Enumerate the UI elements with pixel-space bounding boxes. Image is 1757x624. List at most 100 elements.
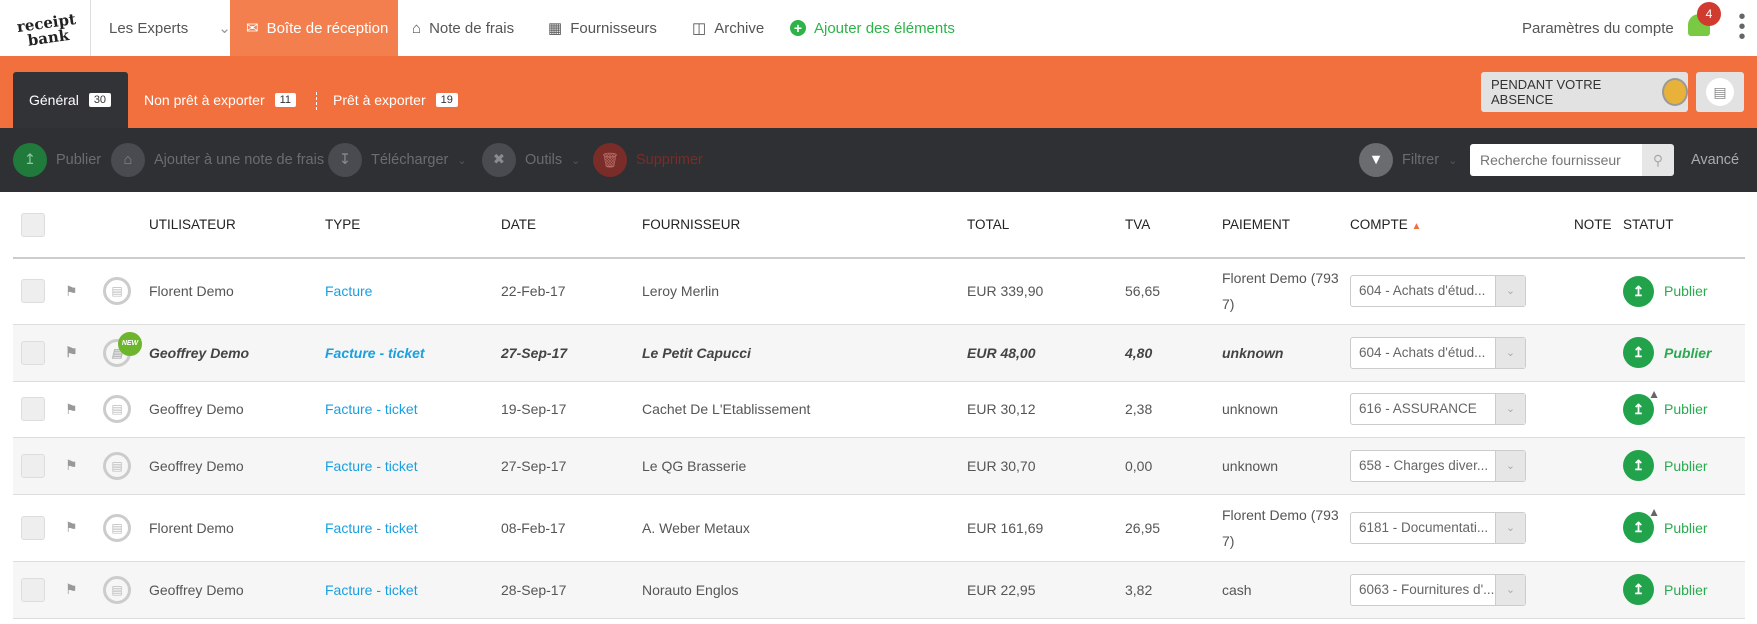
col-date[interactable]: Date bbox=[501, 192, 642, 259]
table-row[interactable]: ⚑ ▤ Geoffrey Demo Facture - ticket 19-Se… bbox=[13, 381, 1745, 438]
add-items-button[interactable]: + Ajouter des éléments bbox=[790, 0, 955, 56]
col-user[interactable]: Utilisateur bbox=[149, 192, 325, 259]
row-checkbox[interactable] bbox=[21, 577, 45, 602]
nav-archive[interactable]: ◫ Archive bbox=[692, 19, 765, 38]
type-link[interactable]: Facture - ticket bbox=[325, 401, 418, 417]
nav-inbox[interactable]: ✉ Boîte de réception bbox=[230, 0, 398, 56]
payment-cell: cash bbox=[1222, 561, 1350, 619]
publish-row-button[interactable]: ↥ ▲ Publier bbox=[1623, 505, 1745, 543]
publish-row-button[interactable]: ↥ ▲ Publier bbox=[1623, 387, 1745, 425]
account-select[interactable]: 6063 - Fournitures d'... ⌄ bbox=[1350, 573, 1526, 606]
document-icon[interactable]: ▤ bbox=[103, 451, 131, 480]
publish-row-button[interactable]: ↥ Publier bbox=[1623, 450, 1745, 481]
archive-icon: ◫ bbox=[692, 20, 707, 37]
document-icon[interactable]: ▤ bbox=[103, 277, 131, 306]
table-row[interactable]: ⚑ ▤ Geoffrey Demo Facture - ticket 27-Se… bbox=[13, 437, 1745, 495]
advanced-search-link[interactable]: Avancé bbox=[1691, 152, 1740, 168]
search-icon: ⚲ bbox=[1652, 152, 1664, 168]
col-supplier[interactable]: Fournisseur bbox=[642, 192, 967, 259]
chevron-down-icon: ⌄ bbox=[571, 154, 581, 167]
account-select[interactable]: 658 - Charges diver... ⌄ bbox=[1350, 449, 1526, 482]
settings-document-button[interactable]: ▤ bbox=[1696, 72, 1744, 112]
nav-suppliers[interactable]: ▦ Fournisseurs bbox=[548, 19, 657, 38]
table-row[interactable]: ⚑ ▤ Florent Demo Facture 22-Feb-17 Leroy… bbox=[13, 258, 1745, 325]
col-note[interactable]: Note bbox=[1574, 192, 1623, 259]
download-button[interactable]: ↧ Télécharger ⌄ bbox=[328, 143, 467, 177]
type-link[interactable]: Facture - ticket bbox=[325, 581, 418, 598]
account-select[interactable]: 6181 - Documentati... ⌄ bbox=[1350, 511, 1526, 544]
client-selector[interactable]: Les Experts ⌄ bbox=[109, 19, 231, 38]
supplier-search-input[interactable] bbox=[1470, 144, 1642, 176]
notification-badge: 4 bbox=[1697, 2, 1721, 26]
publish-row-button[interactable]: ↥ Publier bbox=[1623, 275, 1745, 307]
publish-row-button[interactable]: ↥ Publier bbox=[1623, 337, 1745, 368]
col-account[interactable]: Compte ▲ bbox=[1350, 192, 1574, 259]
tva-cell: 2,38 bbox=[1125, 381, 1222, 438]
row-checkbox[interactable] bbox=[21, 453, 45, 478]
account-select[interactable]: 604 - Achats d'étud... ⌄ bbox=[1350, 336, 1526, 369]
upload-icon: ↥ bbox=[1623, 450, 1654, 481]
tab-ready[interactable]: Prêt à exporter 19 bbox=[333, 72, 458, 128]
col-tva[interactable]: TVA bbox=[1125, 192, 1222, 259]
document-icon[interactable]: ▤ bbox=[103, 395, 131, 423]
user-cell: Florent Demo bbox=[149, 258, 325, 325]
account-select[interactable]: 604 - Achats d'étud... ⌄ bbox=[1350, 275, 1526, 308]
col-type[interactable]: Type bbox=[325, 192, 501, 259]
tools-icon: ✖ bbox=[482, 143, 516, 177]
flag-icon[interactable]: ⚑ bbox=[65, 519, 78, 535]
add-to-expense-button[interactable]: ⌂ Ajouter à une note de frais bbox=[111, 143, 324, 177]
warning-icon: ▲ bbox=[1648, 505, 1660, 519]
search-button[interactable]: ⚲ bbox=[1642, 144, 1674, 176]
supplier-cell: Le QG Brasserie bbox=[642, 437, 967, 495]
col-status[interactable]: Statut bbox=[1623, 192, 1745, 259]
publish-row-button[interactable]: ↥ Publier bbox=[1623, 574, 1745, 605]
flag-icon[interactable]: ⚑ bbox=[65, 344, 78, 360]
table-row[interactable]: ⚑ ▤ NEW Geoffrey Demo Facture - ticket 27… bbox=[13, 324, 1745, 382]
more-menu-icon[interactable]: • • • bbox=[1738, 6, 1746, 48]
tools-button[interactable]: ✖ Outils ⌄ bbox=[482, 143, 580, 177]
row-checkbox[interactable] bbox=[21, 340, 45, 365]
sort-asc-icon: ▲ bbox=[1411, 221, 1422, 232]
total-cell: EUR 30,12 bbox=[967, 381, 1125, 438]
action-toolbar: ↥ Publier ⌂ Ajouter à une note de frais ↧ T… bbox=[0, 128, 1757, 192]
nav-expense-reports[interactable]: ⌂ Note de frais bbox=[412, 19, 515, 37]
account-settings-link[interactable]: Paramètres du compte bbox=[1522, 19, 1674, 37]
document-icon[interactable]: ▤ NEW bbox=[103, 331, 142, 367]
type-link[interactable]: Facture - ticket bbox=[325, 519, 418, 536]
delete-button[interactable]: 🗑 Supprimer bbox=[593, 143, 703, 177]
table-row[interactable]: ⚑ ▤ Geoffrey Demo Facture - ticket 28-Se… bbox=[13, 561, 1745, 619]
inbox-tabs-bar: Général 30 Non prêt à exporter 11 Prêt à e… bbox=[0, 56, 1757, 128]
type-link[interactable]: Facture - ticket bbox=[325, 457, 418, 474]
type-link[interactable]: Facture - ticket bbox=[325, 344, 425, 361]
flag-icon[interactable]: ⚑ bbox=[65, 400, 78, 417]
upload-icon: ↥ bbox=[1623, 337, 1654, 368]
logo[interactable]: receipt bank bbox=[15, 10, 77, 50]
total-cell: EUR 30,70 bbox=[967, 437, 1125, 495]
date-cell: 08-Feb-17 bbox=[501, 494, 642, 562]
select-all-checkbox[interactable] bbox=[21, 212, 45, 237]
supplier-cell: A. Weber Metaux bbox=[642, 494, 967, 562]
table-row[interactable]: ⚑ ▤ Florent Demo Facture - ticket 08-Feb… bbox=[13, 494, 1745, 562]
publish-button[interactable]: ↥ Publier bbox=[13, 143, 101, 177]
date-cell: 28-Sep-17 bbox=[501, 561, 642, 619]
document-icon[interactable]: ▤ bbox=[103, 513, 131, 542]
flag-icon[interactable]: ⚑ bbox=[65, 457, 78, 473]
type-link[interactable]: Facture bbox=[325, 283, 373, 300]
total-cell: EUR 161,69 bbox=[967, 494, 1125, 562]
upload-icon: ↥ ▲ bbox=[1623, 505, 1660, 543]
col-payment[interactable]: Paiement bbox=[1222, 192, 1350, 259]
row-checkbox[interactable] bbox=[21, 279, 45, 304]
flag-icon[interactable]: ⚑ bbox=[65, 581, 78, 597]
tab-general[interactable]: Général 30 bbox=[13, 72, 128, 128]
filter-button[interactable]: ▼ Filtrer ⌄ bbox=[1359, 143, 1457, 177]
user-cell: Geoffrey Demo bbox=[149, 381, 325, 438]
upload-icon: ↥ bbox=[1623, 574, 1654, 605]
row-checkbox[interactable] bbox=[21, 515, 45, 540]
while-away-button[interactable]: PENDANT VOTRE ABSENCE bbox=[1481, 72, 1688, 112]
flag-icon[interactable]: ⚑ bbox=[65, 282, 78, 299]
tab-not-ready[interactable]: Non prêt à exporter 11 bbox=[144, 72, 297, 128]
row-checkbox[interactable] bbox=[21, 397, 45, 421]
col-total[interactable]: Total bbox=[967, 192, 1125, 259]
document-icon[interactable]: ▤ bbox=[103, 575, 131, 604]
account-select[interactable]: 616 - ASSURANCE ⌄ bbox=[1350, 393, 1526, 425]
